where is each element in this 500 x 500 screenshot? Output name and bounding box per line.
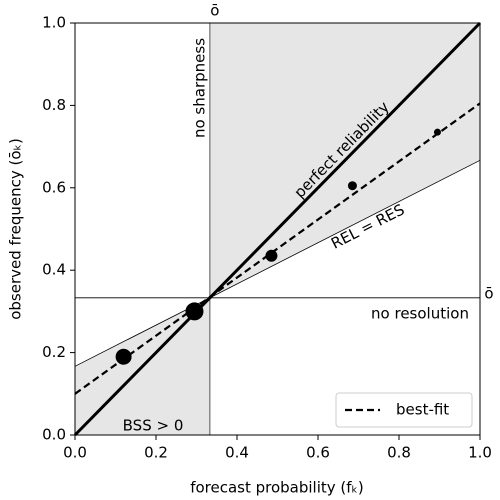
climatology-label: ō <box>484 285 493 303</box>
x-tick-label: 0.2 <box>144 444 168 462</box>
no-skill-line <box>74 159 481 367</box>
point <box>347 181 357 191</box>
legend-box <box>335 392 473 428</box>
best-fit-line <box>74 102 481 395</box>
point <box>433 128 441 136</box>
point <box>115 348 132 365</box>
y-tick-label: 0.4 <box>42 261 66 279</box>
x-tick-label: 1.0 <box>468 444 492 462</box>
y-axis-label: observed frequency (ōₖ) <box>7 138 25 320</box>
y-tick-label: 0.8 <box>42 96 66 114</box>
annotation: BSS > 0 <box>123 417 184 435</box>
y-tick-label: 0.0 <box>42 426 66 444</box>
x-tick-label: 0.0 <box>63 444 87 462</box>
annotation: no sharpness <box>191 38 209 138</box>
y-tick-label: 0.2 <box>42 343 66 361</box>
y-tick-label: 1.0 <box>42 14 66 32</box>
x-tick-label: 0.4 <box>225 444 249 462</box>
annotation: no resolution <box>371 305 469 323</box>
plot-frame <box>74 22 481 436</box>
legend-label: best-fit <box>396 401 449 419</box>
x-tick-label: 0.6 <box>306 444 330 462</box>
perfect-reliability-line <box>73 21 482 437</box>
climatology-label: ō <box>210 2 219 20</box>
point <box>265 249 278 262</box>
y-tick-label: 0.6 <box>42 178 66 196</box>
x-axis-label: forecast probability (fₖ) <box>190 479 364 497</box>
x-tick-label: 0.8 <box>387 444 411 462</box>
point <box>185 302 204 321</box>
